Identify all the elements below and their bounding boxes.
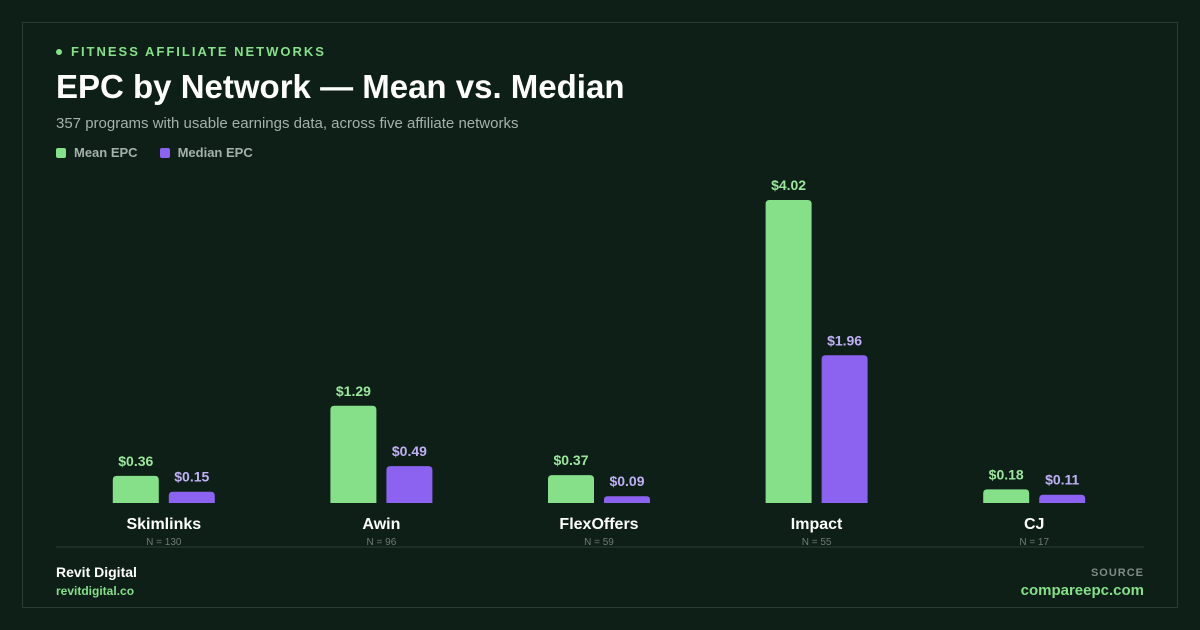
category-label-skimlinks: Skimlinks [126, 516, 201, 533]
category-label-flexoffers: FlexOffers [559, 516, 638, 533]
legend-swatch-mean [56, 147, 66, 158]
eyebrow-text: FITNESS AFFILIATE NETWORKS [71, 44, 326, 59]
value-label-mean-cj: $0.18 [989, 466, 1024, 482]
value-label-median-flexoffers: $0.09 [609, 473, 644, 489]
eyebrow-dot-icon [56, 48, 62, 55]
category-label-awin: Awin [362, 516, 400, 533]
sample-size-awin: N = 96 [367, 537, 397, 548]
legend: Mean EPC Median EPC [56, 145, 275, 160]
source-label: SOURCE [1090, 567, 1144, 579]
legend-item-mean: Mean EPC [56, 145, 138, 160]
bar-mean-skimlinks [112, 475, 159, 503]
bar-mean-flexoffers [548, 475, 594, 503]
value-label-mean-skimlinks: $0.36 [118, 453, 153, 469]
sample-size-skimlinks: N = 130 [146, 537, 182, 548]
sample-size-cj: N = 17 [1019, 537, 1049, 548]
chart-subtitle: 357 programs with usable earnings data, … [56, 115, 519, 132]
bar-median-impact [821, 355, 868, 503]
bar-mean-impact [765, 200, 812, 503]
value-label-median-skimlinks: $0.15 [174, 469, 209, 485]
bar-median-awin [386, 466, 433, 503]
category-label-cj: CJ [1024, 516, 1044, 533]
value-label-mean-flexoffers: $0.37 [553, 452, 588, 468]
bar-mean-cj [983, 489, 1030, 503]
value-label-mean-awin: $1.29 [336, 383, 371, 399]
legend-item-median: Median EPC [159, 145, 253, 160]
value-label-median-cj: $0.11 [1045, 472, 1079, 488]
bar-median-skimlinks [168, 491, 215, 503]
footer-brand: Revit Digital revitdigital.co [56, 564, 137, 598]
bar-mean-awin [330, 405, 377, 503]
footer-source: SOURCE compareepc.com [1021, 567, 1144, 599]
brand-url[interactable]: revitdigital.co [56, 584, 135, 598]
value-label-median-awin: $0.49 [392, 443, 427, 459]
bar-median-flexoffers [604, 496, 650, 503]
chart-card [22, 22, 1178, 608]
brand-name: Revit Digital [56, 564, 137, 580]
sample-size-flexoffers: N = 59 [584, 537, 614, 548]
legend-label-median: Median EPC [177, 145, 253, 160]
category-label-impact: Impact [791, 516, 843, 533]
chart-title: EPC by Network — Mean vs. Median [56, 68, 625, 105]
eyebrow: FITNESS AFFILIATE NETWORKS [56, 44, 326, 59]
legend-label-mean: Mean EPC [74, 145, 138, 160]
source-url[interactable]: compareepc.com [1020, 582, 1144, 599]
legend-swatch-median [159, 147, 170, 158]
bar-median-cj [1039, 494, 1086, 503]
value-label-mean-impact: $4.02 [771, 177, 806, 193]
value-label-median-impact: $1.96 [827, 332, 862, 348]
sample-size-impact: N = 55 [802, 537, 832, 548]
